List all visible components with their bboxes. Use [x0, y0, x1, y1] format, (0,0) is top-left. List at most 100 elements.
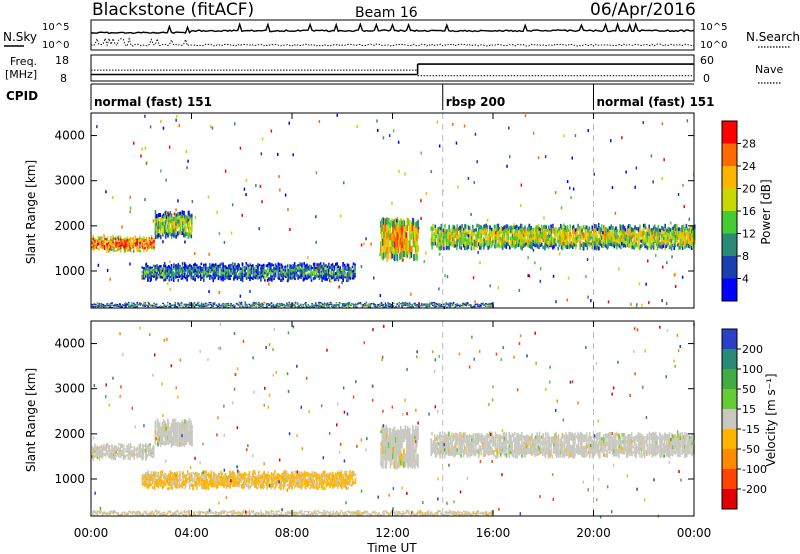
scatter-cell — [295, 265, 298, 268]
scatter-cell — [475, 244, 477, 248]
scatter-cell — [197, 304, 200, 305]
scatter-cell — [307, 276, 310, 279]
scatter-cell — [185, 303, 187, 305]
scatter-cell — [305, 303, 307, 305]
scatter-cell — [247, 272, 249, 276]
scatter-cell — [646, 228, 649, 232]
scatter-cell — [179, 271, 181, 274]
scatter-cell — [388, 304, 391, 306]
scatter-cell — [338, 305, 341, 307]
scatter-cell — [513, 232, 515, 237]
scatter-cell — [594, 232, 596, 237]
scatter-cell — [99, 246, 101, 249]
scatter-cell — [495, 228, 497, 233]
scatter-cell — [333, 276, 336, 279]
scatter-cell — [253, 303, 255, 304]
scatter-cell — [222, 269, 225, 272]
scatter-cell — [318, 304, 320, 306]
scatter-cell — [294, 265, 296, 268]
scatter-cell — [667, 239, 669, 243]
scatter-cell — [100, 303, 103, 305]
scatter-cell — [403, 303, 405, 305]
scatter-cell — [490, 231, 493, 235]
scatter-cell — [666, 243, 668, 247]
scatter-cell — [654, 226, 657, 231]
scatter-cell — [157, 213, 160, 218]
scatter-cell — [249, 304, 252, 306]
scatter-cell — [301, 267, 303, 270]
scatter-cell — [229, 264, 231, 267]
scatter-cell — [551, 242, 553, 246]
scatter-cell — [335, 262, 337, 266]
scatter-cell — [512, 237, 514, 242]
scatter-cell — [639, 245, 641, 251]
scatter-cell — [392, 305, 395, 307]
scatter-cell — [503, 244, 506, 248]
scatter-cell — [547, 233, 550, 238]
scatter-cell — [503, 225, 506, 230]
scatter-cell — [558, 227, 561, 231]
scatter-cell — [134, 235, 136, 239]
scatter-cell — [193, 275, 195, 278]
scatter-cell — [562, 229, 564, 234]
scatter-cell — [653, 224, 656, 229]
scatter-cell — [682, 228, 685, 233]
scatter-cell — [289, 271, 291, 275]
scatter-cell — [257, 268, 259, 271]
scatter-cell — [365, 301, 368, 303]
scatter-cell — [144, 242, 146, 245]
scatter-cell — [230, 274, 232, 277]
scatter-cell — [523, 233, 525, 237]
scatter-cell — [298, 276, 300, 279]
scatter-cell — [234, 270, 236, 274]
scatter-cell — [394, 224, 397, 231]
scatter-cell — [611, 229, 613, 234]
scatter-cell — [324, 278, 326, 281]
scatter-cell — [511, 244, 513, 248]
scatter-cell — [612, 236, 614, 240]
scatter-cell — [645, 241, 648, 245]
scatter-cell — [243, 275, 246, 278]
scatter-cell — [300, 274, 302, 277]
scatter-cell — [151, 247, 153, 250]
scatter-cell — [258, 305, 260, 307]
scatter-cell — [689, 244, 692, 249]
scatter-cell — [150, 278, 152, 281]
scatter-cell — [382, 306, 385, 308]
scatter-cell — [272, 305, 275, 307]
scatter-cell — [112, 241, 114, 244]
scatter-cell — [107, 236, 109, 239]
scatter-cell — [144, 306, 147, 307]
scatter-cell — [379, 304, 381, 306]
scatter-cell — [666, 234, 668, 238]
scatter-cell — [342, 275, 344, 279]
scatter-cell — [517, 236, 520, 241]
scatter-cell — [190, 234, 193, 239]
scatter-cell — [175, 264, 177, 267]
scatter-cell — [99, 305, 102, 307]
scatter-cell — [516, 224, 518, 229]
scatter-cell — [181, 273, 184, 277]
scatter-cell — [463, 230, 465, 234]
scatter-cell — [272, 304, 275, 306]
scatter-cell — [566, 241, 569, 246]
scatter-cell — [188, 232, 191, 237]
scatter-cell — [255, 269, 257, 271]
scatter-cell — [612, 226, 614, 230]
scatter-cell — [335, 272, 337, 276]
scatter-cell — [393, 241, 396, 249]
scatter-cell — [325, 275, 328, 278]
scatter-cell — [171, 225, 173, 230]
scatter-cell — [238, 267, 240, 270]
scatter-cell — [147, 245, 149, 247]
scatter-cell — [382, 306, 385, 308]
scatter-cell — [523, 240, 525, 244]
scatter-cell — [163, 304, 166, 306]
scatter-cell — [210, 269, 212, 272]
scatter-cell — [308, 269, 311, 272]
scatter-cell — [151, 268, 153, 271]
scatter-cell — [321, 303, 323, 305]
scatter-cell — [297, 277, 299, 280]
scatter-cell — [390, 304, 393, 306]
scatter-cell — [322, 303, 324, 305]
